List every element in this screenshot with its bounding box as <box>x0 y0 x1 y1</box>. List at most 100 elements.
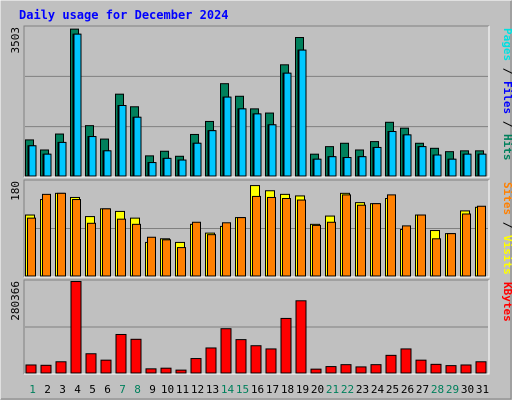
x-tick-label: 8 <box>134 383 141 396</box>
bar-group-day-14 <box>220 328 232 374</box>
bar-group-day-2 <box>40 149 52 177</box>
bar-pages <box>88 136 97 177</box>
bar-group-day-10 <box>160 238 171 277</box>
bar-group-day-27 <box>415 214 426 277</box>
legend-entry-visits: Visits <box>501 235 512 275</box>
bar-group-day-22 <box>340 364 352 374</box>
panel-hits-files-pages: 3503 Pages / Files / Hits <box>9 25 512 178</box>
x-tick-label: 10 <box>161 383 174 396</box>
x-tick-label: 9 <box>149 383 156 396</box>
bar-group-day-18 <box>280 64 292 177</box>
bar-kbytes <box>175 369 187 374</box>
bar-sites <box>102 208 111 277</box>
x-tick-label: 13 <box>206 383 219 396</box>
bar-sites <box>402 225 411 277</box>
x-tick-label: 6 <box>104 383 111 396</box>
bar-kbytes <box>70 281 82 374</box>
bar-group-day-15 <box>235 339 247 374</box>
bar-group-day-7 <box>115 333 127 374</box>
bar-group-day-25 <box>385 121 397 177</box>
bar-group-day-12 <box>190 221 201 277</box>
bar-group-day-4 <box>70 196 81 277</box>
bar-pages <box>433 154 442 177</box>
panel-kbytes: 280366 KBytes <box>9 279 512 375</box>
legend-entry-hits: Hits <box>501 134 512 161</box>
x-tick-label: 2 <box>44 383 51 396</box>
x-tick-label: 21 <box>326 383 339 396</box>
legend-separator: / <box>501 215 512 235</box>
bar-sites <box>342 194 351 277</box>
bar-sites <box>177 247 186 277</box>
bar-group-day-4 <box>70 28 82 177</box>
bar-group-day-10 <box>160 367 172 374</box>
bar-group-day-27 <box>415 142 427 177</box>
bar-group-day-20 <box>310 368 322 374</box>
panel-legend: Sites / Visits <box>501 182 512 275</box>
bar-sites <box>192 221 201 277</box>
bar-group-day-25 <box>385 354 397 374</box>
bar-group-day-25 <box>385 194 396 277</box>
bar-group-day-16 <box>250 108 262 177</box>
bar-kbytes <box>85 353 97 374</box>
bar-pages <box>343 157 352 177</box>
bar-group-day-26 <box>400 225 411 277</box>
bar-pages <box>358 156 367 177</box>
bar-kbytes <box>340 364 352 374</box>
bar-sites <box>297 199 306 277</box>
legend-separator: / <box>501 61 512 81</box>
bar-sites <box>147 236 156 277</box>
x-tick-label: 5 <box>89 383 96 396</box>
bar-group-day-6 <box>100 138 112 177</box>
bar-sites <box>27 217 36 277</box>
bar-sites <box>87 222 96 277</box>
bar-kbytes <box>430 363 442 374</box>
bar-group-day-5 <box>85 216 96 277</box>
bar-kbytes <box>145 368 157 374</box>
bar-group-day-31 <box>475 205 486 277</box>
bar-pages <box>148 162 157 177</box>
bar-kbytes <box>445 365 457 374</box>
bar-group-day-31 <box>475 150 487 177</box>
bar-group-day-17 <box>265 112 277 177</box>
legend-entry-sites: Sites <box>501 182 512 215</box>
x-tick-label: 27 <box>416 383 429 396</box>
bar-group-day-15 <box>235 95 247 177</box>
bar-kbytes <box>295 300 307 374</box>
x-tick-labels: 1 2 3 4 5 6 7 8 9 10 11 12 13 14 15 16 17 18 19 20 21 22 23 24 2… <box>29 383 489 396</box>
bar-group-day-23 <box>355 202 366 277</box>
bar-kbytes <box>370 364 382 374</box>
y-max-label: 3503 <box>9 27 22 54</box>
bar-group-day-5 <box>85 125 97 177</box>
bar-group-day-17 <box>265 190 276 277</box>
bar-group-day-5 <box>85 353 97 374</box>
x-tick-label: 28 <box>431 383 444 396</box>
bar-group-day-20 <box>310 153 322 177</box>
bar-pages <box>478 153 487 177</box>
bar-group-day-10 <box>160 150 172 177</box>
bar-group-day-8 <box>130 106 142 177</box>
bar-pages <box>178 159 187 177</box>
bar-kbytes <box>100 359 112 374</box>
bar-kbytes <box>55 361 67 374</box>
bar-group-day-6 <box>100 359 112 374</box>
x-tick-label: 7 <box>119 383 126 396</box>
bar-kbytes <box>115 333 127 374</box>
bar-sites <box>132 223 141 277</box>
bar-pages <box>403 134 412 177</box>
x-tick-label: 25 <box>386 383 399 396</box>
bar-group-day-12 <box>190 133 202 177</box>
bar-pages <box>103 150 112 177</box>
bar-sites <box>282 198 291 277</box>
bar-group-day-28 <box>430 363 442 374</box>
bar-group-day-26 <box>400 348 412 374</box>
bar-sites <box>312 224 321 277</box>
bar-kbytes <box>400 348 412 374</box>
bar-pages <box>388 131 397 177</box>
bar-sites <box>432 238 441 277</box>
x-tick-label: 31 <box>476 383 489 396</box>
bar-pages <box>28 145 37 177</box>
bar-sites <box>222 222 231 277</box>
bar-group-day-19 <box>295 37 307 177</box>
x-tick-label: 11 <box>176 383 189 396</box>
